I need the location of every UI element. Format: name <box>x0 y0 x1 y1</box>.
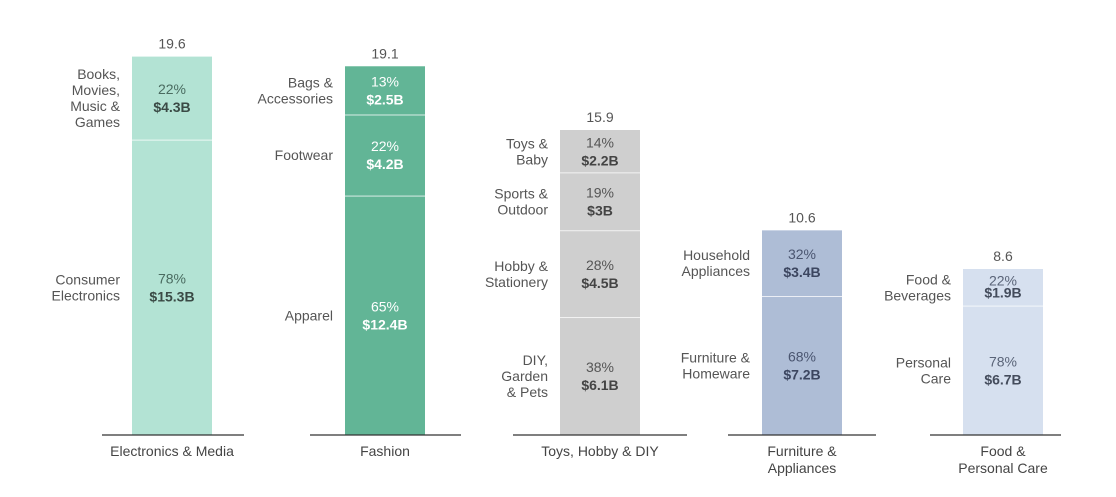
segment-value-label: $2.5B <box>366 91 403 107</box>
category-label: Fashion <box>360 443 410 459</box>
bar-segment <box>762 296 842 435</box>
category-label: Furniture & Appliances <box>767 443 837 476</box>
bar-segment <box>345 114 425 196</box>
category-label: Electronics & Media <box>110 443 234 459</box>
segment-value-label: $6.1B <box>581 377 618 393</box>
bar-total-label: 15.9 <box>586 109 613 125</box>
bar-segment <box>345 66 425 115</box>
segment-name-label: Sports & Outdoor <box>494 185 548 217</box>
segment-name-label: Furniture & Homeware <box>681 350 751 382</box>
bar-segment <box>132 139 212 435</box>
segment-value-label: $1.9B <box>984 284 1021 300</box>
segment-value-label: $3B <box>587 202 613 218</box>
segment-value-label: $3.4B <box>783 264 820 280</box>
segment-value-label: $4.3B <box>153 99 190 115</box>
bar-total-label: 10.6 <box>788 209 815 225</box>
segment-percent-label: 22% <box>158 81 186 97</box>
category-label: Toys, Hobby & DIY <box>541 443 659 459</box>
segment-percent-label: 32% <box>788 246 816 262</box>
bar-segment <box>560 230 640 318</box>
segment-percent-label: 22% <box>371 138 399 154</box>
segment-percent-label: 28% <box>586 257 614 273</box>
segment-name-label: Personal Care <box>896 354 951 386</box>
segment-value-label: $2.2B <box>581 152 618 168</box>
segment-value-label: $6.7B <box>984 371 1021 387</box>
bar-segment <box>560 130 640 173</box>
segment-percent-label: 13% <box>371 73 399 89</box>
segment-percent-label: 78% <box>989 353 1017 369</box>
segment-name-label: Toys & Baby <box>506 135 549 167</box>
segment-name-label: Household Appliances <box>682 247 751 279</box>
segment-percent-label: 78% <box>158 270 186 286</box>
segment-percent-label: 14% <box>586 134 614 150</box>
segment-percent-label: 68% <box>788 349 816 365</box>
bar-total-label: 19.1 <box>371 45 398 61</box>
bar-segment <box>560 317 640 435</box>
segment-divider <box>132 138 212 141</box>
segment-percent-label: 65% <box>371 298 399 314</box>
segment-name-label: Consumer Electronics <box>52 271 121 303</box>
segment-name-label: Apparel <box>285 307 333 323</box>
segment-name-label: Footwear <box>275 147 334 163</box>
bar-segment <box>963 305 1043 435</box>
segment-value-label: $15.3B <box>149 288 194 304</box>
bar-segment <box>560 172 640 231</box>
segment-value-label: $7.2B <box>783 367 820 383</box>
segment-divider <box>560 171 640 174</box>
segment-name-label: Bags & Accessories <box>258 74 334 106</box>
segment-percent-label: 22% <box>989 272 1017 288</box>
bar-segment <box>762 230 842 297</box>
category-label: Food & Personal Care <box>958 443 1048 476</box>
bar-total-label: 19.6 <box>158 36 185 52</box>
bar-segment <box>132 56 212 140</box>
segment-percent-label: 38% <box>586 359 614 375</box>
segment-value-label: $4.5B <box>581 275 618 291</box>
segment-name-label: DIY, Garden & Pets <box>501 352 548 400</box>
segment-name-label: Books, Movies, Music & Games <box>70 66 120 130</box>
segment-name-label: Food & Beverages <box>884 271 952 303</box>
segment-value-label: $12.4B <box>362 316 407 332</box>
bar-segment <box>963 269 1043 306</box>
bar-segment <box>345 195 425 435</box>
segment-name-label: Hobby & Stationery <box>485 258 549 290</box>
bar-total-label: 8.6 <box>993 248 1013 264</box>
segment-percent-label: 19% <box>586 184 614 200</box>
segment-value-label: $4.2B <box>366 156 403 172</box>
